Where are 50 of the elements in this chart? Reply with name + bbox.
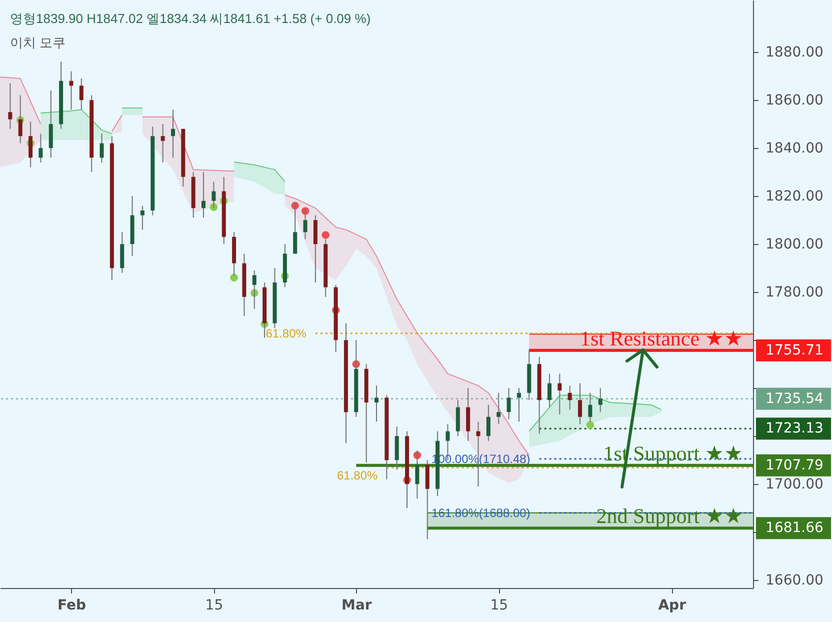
candlestick xyxy=(160,124,165,163)
candlestick xyxy=(69,70,74,110)
candlestick xyxy=(425,460,430,540)
candlestick xyxy=(568,385,572,410)
y-tick-label: 1780.00 xyxy=(766,284,824,301)
data-label: 1723.13 xyxy=(766,420,824,437)
candlestick xyxy=(516,388,521,422)
candlestick xyxy=(496,392,501,425)
candlestick xyxy=(313,214,318,283)
candlestick xyxy=(202,172,206,218)
candlestick xyxy=(558,373,562,415)
line-series xyxy=(528,394,662,432)
candlestick xyxy=(588,392,592,422)
candlestick xyxy=(466,388,470,442)
candlestick xyxy=(100,133,104,163)
candlestick xyxy=(374,385,378,422)
data-label: 1755.71 xyxy=(766,342,824,358)
candlestick xyxy=(140,205,144,230)
y-tick-label: 1840.00 xyxy=(766,140,824,157)
ref-line-label: 1735.54 xyxy=(766,390,824,407)
y-tick-label: 1820.00 xyxy=(766,188,824,205)
annotation: 61.80% xyxy=(266,326,307,340)
text: 이치 모쿠 xyxy=(10,35,66,50)
x-tick-label: 15 xyxy=(490,598,508,614)
candlestick xyxy=(170,109,175,158)
candlestick xyxy=(506,388,511,420)
candlestick xyxy=(547,373,552,408)
y-tick-label: 1660.00 xyxy=(766,572,824,589)
line-series xyxy=(234,162,286,182)
x-tick-label: Apr xyxy=(658,598,686,614)
candlestick xyxy=(8,82,12,130)
candlestick xyxy=(456,400,460,437)
data-label: 1707.79 xyxy=(766,457,824,474)
text: 영형1839.90 H1847.02 엘1834.34 씨1841.61 +1.58 (+ 0.09 %) xyxy=(10,11,371,26)
y-tick-label: 1700.00 xyxy=(766,476,824,493)
candlestick xyxy=(394,426,399,470)
x-tick-label: Feb xyxy=(57,598,86,614)
annotation: 61.80% xyxy=(336,468,378,483)
x-tick-label: 15 xyxy=(205,598,224,614)
y-tick-label: 1860.00 xyxy=(766,92,824,109)
x-tick-label: Mar xyxy=(342,598,372,614)
candlestick xyxy=(120,232,124,274)
candlestick xyxy=(38,133,43,163)
candlestick xyxy=(578,382,582,425)
data-label: 1681.66 xyxy=(766,520,824,536)
candlestick xyxy=(486,404,490,442)
candlestick xyxy=(79,78,84,110)
candlestick xyxy=(598,388,602,413)
y-tick-label: 1880.00 xyxy=(766,44,824,61)
y-tick-label: 1800.00 xyxy=(766,236,824,253)
